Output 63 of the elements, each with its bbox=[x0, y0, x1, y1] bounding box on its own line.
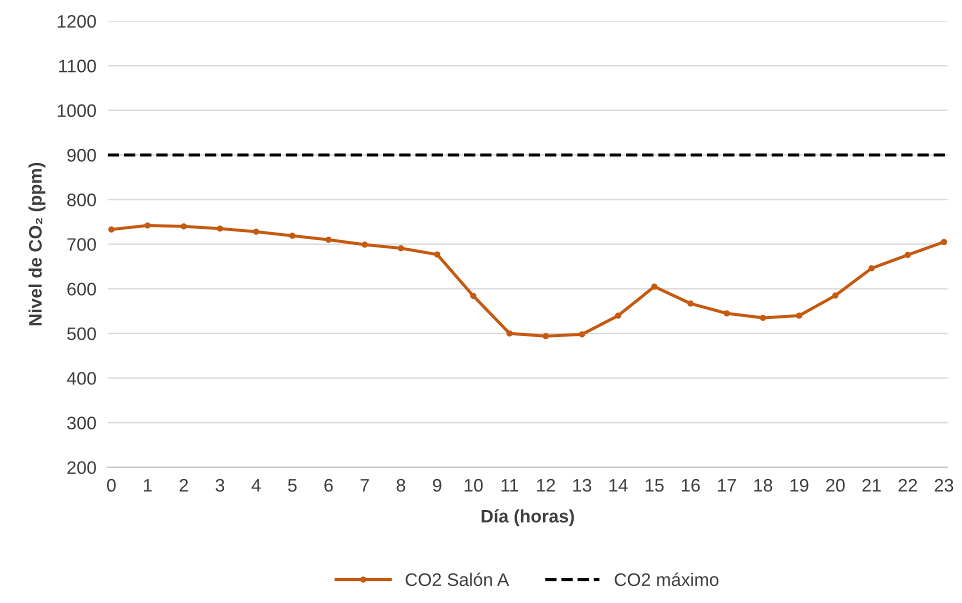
x-tick-label: 17 bbox=[718, 479, 736, 492]
x-tick-label: 13 bbox=[573, 478, 592, 492]
y-tick-label: 600 bbox=[67, 282, 96, 296]
x-tick-label: 8 bbox=[396, 478, 406, 492]
point bbox=[796, 312, 802, 319]
x-tick-label: 3 bbox=[216, 478, 224, 492]
point bbox=[542, 333, 549, 340]
point bbox=[144, 222, 151, 229]
point bbox=[578, 331, 586, 338]
point bbox=[506, 330, 513, 337]
legend-label: CO2 Salón A bbox=[406, 572, 510, 586]
point bbox=[325, 236, 332, 243]
y-tick-label: 900 bbox=[67, 148, 96, 162]
x-tick-label: 9 bbox=[432, 478, 442, 492]
point bbox=[940, 238, 948, 246]
x-tick-label: 16 bbox=[682, 478, 700, 492]
x-tick-label: 22 bbox=[898, 478, 917, 492]
x-tick-label: 6 bbox=[324, 478, 333, 492]
point bbox=[108, 226, 114, 233]
x-tick-label: 1 bbox=[144, 479, 152, 492]
point bbox=[651, 283, 658, 290]
x-tick-label: 14 bbox=[609, 479, 628, 492]
point bbox=[289, 232, 296, 239]
x-tick-label: 19 bbox=[790, 478, 808, 492]
y-tick-label: 1100 bbox=[59, 60, 96, 72]
point bbox=[760, 314, 766, 321]
point bbox=[434, 251, 440, 258]
point bbox=[868, 265, 875, 272]
point bbox=[687, 300, 694, 307]
x-tick-label: 21 bbox=[862, 478, 881, 492]
y-tick-label: 700 bbox=[67, 238, 96, 251]
x-tick-label: 11 bbox=[502, 479, 518, 492]
x-tick-label: 2 bbox=[180, 478, 188, 492]
x-tick-label: 4 bbox=[252, 479, 261, 492]
legend-label: CO2 máximo bbox=[614, 572, 718, 586]
point bbox=[470, 292, 476, 300]
x-tick-label: 5 bbox=[288, 479, 297, 492]
point bbox=[832, 292, 838, 299]
y-tick-label: 1200 bbox=[58, 15, 96, 28]
y-tick-label: 1000 bbox=[58, 104, 96, 118]
y-tick-label: 300 bbox=[67, 416, 96, 430]
x-tick-label: 7 bbox=[360, 479, 369, 492]
point bbox=[724, 310, 730, 317]
point bbox=[398, 245, 404, 252]
x-tick-label: 20 bbox=[826, 478, 845, 492]
x-tick-label: 10 bbox=[464, 478, 483, 492]
point bbox=[180, 223, 187, 230]
y-tick-label: 400 bbox=[66, 372, 96, 385]
x-tick-label: 23 bbox=[934, 478, 954, 492]
point bbox=[362, 242, 368, 248]
x-tick-label: 12 bbox=[537, 478, 555, 492]
point bbox=[904, 252, 911, 258]
y-tick-label: 500 bbox=[67, 327, 96, 340]
x-axis-title: Día (horas) bbox=[482, 509, 574, 526]
y-tick-label: 800 bbox=[67, 194, 96, 206]
y-tick-label: 200 bbox=[67, 461, 96, 474]
x-tick-label: 18 bbox=[754, 478, 772, 492]
x-tick-label: 0 bbox=[107, 478, 116, 492]
y-axis-title: Nivel de CO₂ (ppm) bbox=[28, 162, 46, 326]
x-tick-label: 15 bbox=[646, 479, 664, 492]
point bbox=[216, 225, 224, 232]
point bbox=[615, 312, 622, 319]
point bbox=[253, 228, 260, 235]
